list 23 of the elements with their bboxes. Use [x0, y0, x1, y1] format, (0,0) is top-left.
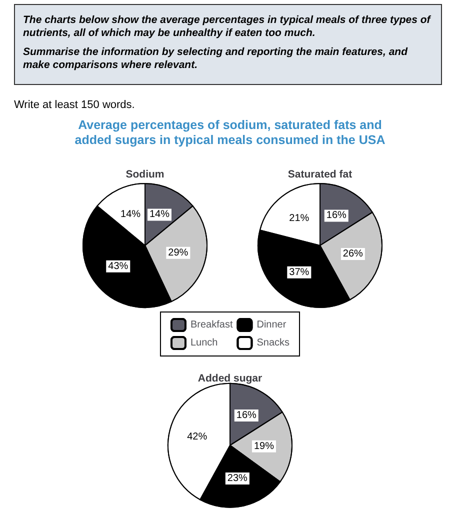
data-label: 14%	[120, 209, 141, 220]
text: The charts below show the average percentages in typical meals of three types of nutrients, all of which may be unhealthy if eaten too much.	[23, 14, 432, 40]
data-label: 23%	[227, 473, 248, 484]
data-label: 14%	[149, 209, 170, 220]
data-label: 16%	[236, 410, 256, 422]
legend-label: Dinner	[256, 320, 287, 330]
data-label: 16%	[326, 210, 346, 222]
data-label: 19%	[254, 440, 274, 452]
legend-label: Snacks	[256, 338, 290, 348]
chart-title: Saturated fat	[288, 168, 353, 180]
text: Write at least 150 words.	[14, 99, 135, 111]
data-label: 26%	[342, 248, 364, 260]
text: Summarise the information by selecting and reporting the main features, and make comparisons where relevant.	[23, 46, 409, 72]
data-label: 29%	[168, 247, 188, 258]
text: Average percentages of sodium, saturated fats and added sugars in typical meals consumed in the USA	[74, 118, 386, 148]
chart-title: Sodium	[126, 168, 164, 180]
data-label: 43%	[108, 260, 128, 272]
data-label: 42%	[187, 431, 208, 442]
data-label: 21%	[289, 213, 310, 224]
data-label: 37%	[289, 266, 310, 278]
text: Added sugar	[198, 372, 262, 384]
legend-label: Lunch	[190, 338, 218, 348]
legend-label: Breakfast	[190, 320, 233, 330]
